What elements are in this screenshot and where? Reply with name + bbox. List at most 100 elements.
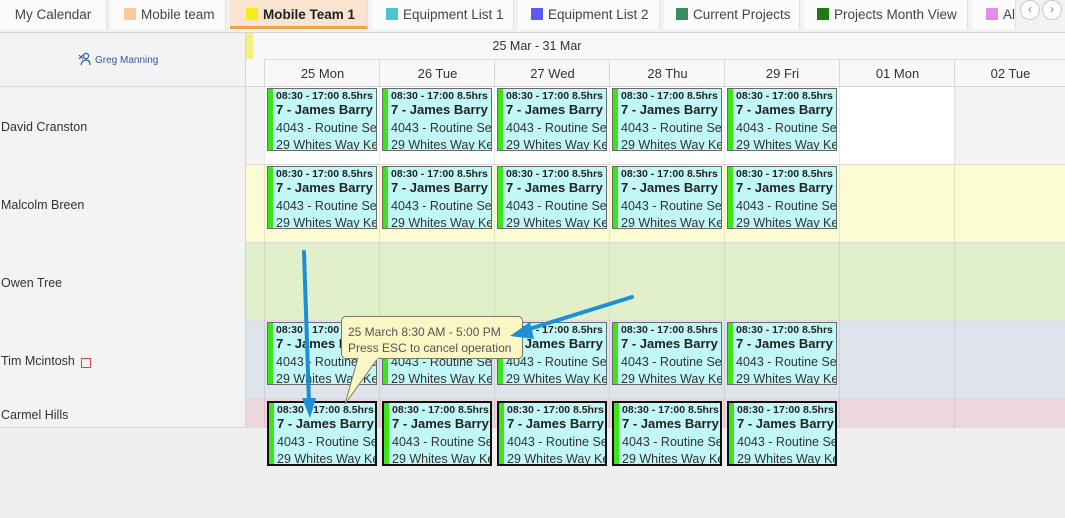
day-header[interactable]: 02 Tue [954,60,1065,86]
appointment-address: 29 Whites Way Kellyville [736,138,837,151]
color-swatch-icon [817,8,829,20]
resource-row-label[interactable]: Malcolm Breen [0,165,246,244]
appointment-job: 4043 - Routine Service [507,435,605,449]
appointment-title: 7 - James Barry [276,102,373,117]
status-bar [498,89,503,150]
resource-row-label[interactable]: Owen Tree [0,243,246,322]
appointment-title: 7 - James Barry [391,180,488,195]
column-line [379,87,380,428]
tab-projects-month-view[interactable]: Projects Month View [804,0,968,30]
arrow-head-icon [302,398,316,418]
current-user[interactable]: Greg Manning [78,52,158,66]
appointment-address: 29 Whites Way Kellyville [622,452,720,466]
tab-equipment-list-2[interactable]: Equipment List 2 [518,0,660,30]
appointment-job: 4043 - Routine Service [621,199,722,213]
appointment-job: 4043 - Routine Service [621,121,722,135]
appointment-address: 29 Whites Way Kellyville [621,372,722,385]
resource-name: Owen Tree [1,276,63,290]
header-divider [264,59,1065,60]
tab-my-calendar[interactable]: My Calendar [0,0,107,30]
day-header[interactable]: 01 Mon [839,60,955,86]
resource-row-label[interactable]: Carmel Hills [0,399,246,428]
timeline-header [246,33,1065,87]
day-header[interactable]: 26 Tue [379,60,495,86]
status-bar [268,89,273,150]
appointment-time: 08:30 - 17:00 8.5hrs [277,404,374,416]
appointment-job: 4043 - Routine Service [506,121,607,135]
tab-label: Current Projects [693,7,791,22]
note-badge-icon[interactable] [81,358,91,368]
appointment-time: 08:30 - 17:00 8.5hrs [506,168,603,180]
column-line [609,87,610,428]
status-bar [498,167,503,228]
day-header[interactable]: 27 Wed [494,60,610,86]
appointment-address: 29 Whites Way Kellyville [391,372,492,385]
appointment-time: 08:30 - 17:00 8.5hrs [506,90,603,102]
day-header[interactable]: 25 Mon [264,60,380,86]
tab-mobile-team[interactable]: Mobile team [110,0,226,30]
appointment-time: 08:30 - 17:00 8.5hrs [621,324,718,336]
appointment-time: 08:30 - 17:00 8.5hrs [621,168,718,180]
tab-current-projects[interactable]: Current Projects [664,0,800,30]
appointment-job: 4043 - Routine Service [277,435,375,449]
appointment-time: 08:30 - 17:00 8.5hrs [507,404,604,416]
column-line [839,87,840,428]
appointment-job: 4043 - Routine Service [506,355,607,369]
annotation-arrow [302,250,311,404]
tab-mobile-team-1[interactable]: Mobile Team 1 [230,0,368,29]
tab-equipment-list-1[interactable]: Equipment List 1 [372,0,514,30]
appointment-job: 4043 - Routine Service [391,199,492,213]
appointment-title: 7 - James Barry [391,102,488,117]
day-header[interactable]: 29 Fri [724,60,840,86]
appointment-address: 29 Whites Way Kellyville [621,216,722,229]
appointment-title: 7 - James Barry [506,102,603,117]
color-swatch-icon [246,8,258,20]
resource-row-label[interactable]: Tim Mcintosh [0,321,246,400]
tab-label: All [1003,7,1016,22]
resource-row[interactable] [246,243,1065,321]
appointment-title: 7 - James Barry [621,180,718,195]
arrow-head-icon [510,322,534,339]
appointment-title: 7 - James Barry [736,102,833,117]
resource-row-label[interactable]: David Cranston [0,87,246,166]
day-header[interactable]: 28 Thu [609,60,725,86]
appointment-time: 08:30 - 17:00 8.5hrs [736,90,833,102]
tab-all[interactable]: All [972,0,1016,30]
chevron-right-icon[interactable]: › [1042,0,1062,20]
color-swatch-icon [124,8,136,20]
appointment-address: 29 Whites Way Kellyville [391,138,492,151]
appointment-time: 08:30 - 17:00 8.5hrs [622,404,719,416]
appointment-title: 7 - James Barry [506,180,603,195]
appointment-address: 29 Whites Way Kellyville [621,138,722,151]
appointment-job: 4043 - Routine Service [736,121,837,135]
color-swatch-icon [531,8,543,20]
appointment-title: 7 - James Barry [622,416,719,431]
appointment-title: 7 - James Barry [506,336,603,351]
appointment-address: 29 Whites Way Kellyville [392,452,490,466]
tooltip-pointer [344,357,379,405]
scheduler-corner: Greg Manning [0,33,246,87]
tooltip-time: 25 March 8:30 AM - 5:00 PM [348,325,501,339]
appointment-address: 29 Whites Way Kellyville [276,216,377,229]
appointment-job: 4043 - Routine Service [391,121,492,135]
chevron-left-icon[interactable]: ‹ [1020,0,1040,20]
resource-name: Tim Mcintosh [1,354,75,368]
